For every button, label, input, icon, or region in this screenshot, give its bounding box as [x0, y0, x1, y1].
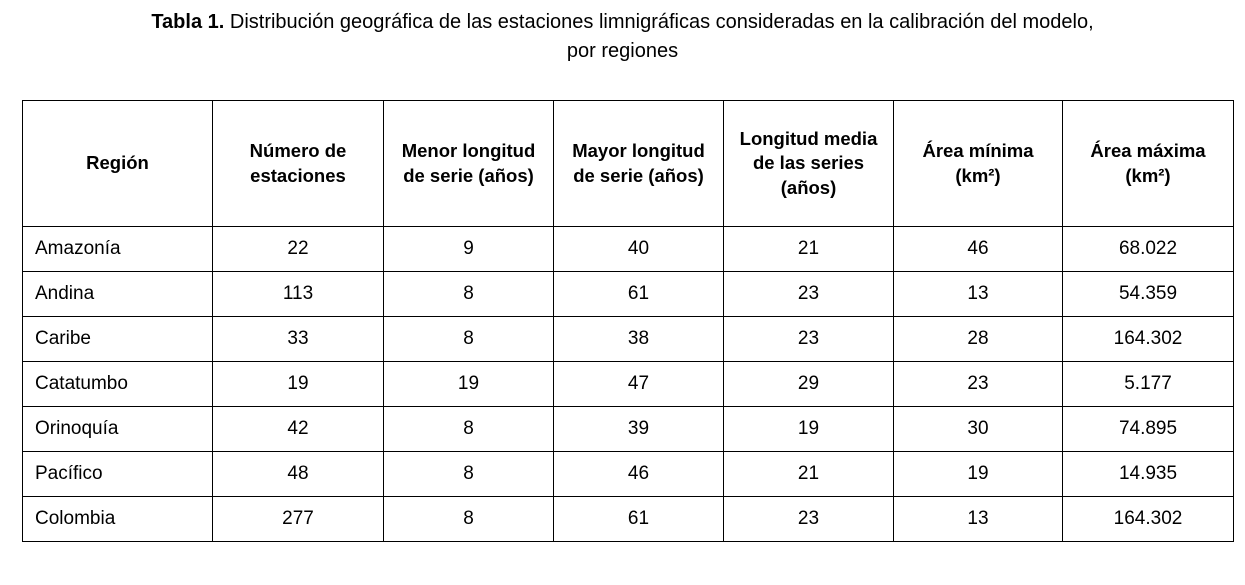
cell-region: Pacífico — [22, 451, 213, 497]
cell-num-estaciones: 22 — [212, 226, 384, 272]
table-caption: Tabla 1. Distribución geográfica de las … — [0, 8, 1245, 66]
cell-num-estaciones: 277 — [212, 496, 384, 542]
cell-num-estaciones: 48 — [212, 451, 384, 497]
cell-menor-longitud: 8 — [383, 271, 554, 317]
cell-area-maxima: 164.302 — [1062, 316, 1234, 362]
cell-mayor-longitud: 46 — [553, 451, 724, 497]
cell-longitud-media: 21 — [723, 451, 894, 497]
cell-area-minima: 30 — [893, 406, 1063, 452]
cell-longitud-media: 21 — [723, 226, 894, 272]
cell-region: Amazonía — [22, 226, 213, 272]
cell-region: Colombia — [22, 496, 213, 542]
cell-area-maxima: 14.935 — [1062, 451, 1234, 497]
cell-area-minima: 46 — [893, 226, 1063, 272]
cell-area-minima: 13 — [893, 496, 1063, 542]
cell-area-maxima: 5.177 — [1062, 361, 1234, 407]
cell-longitud-media: 29 — [723, 361, 894, 407]
table-caption-line2: por regiones — [566, 40, 679, 62]
cell-area-minima: 13 — [893, 271, 1063, 317]
cell-region: Caribe — [22, 316, 213, 362]
table-caption-label: Tabla 1. — [151, 11, 225, 33]
cell-area-maxima: 54.359 — [1062, 271, 1234, 317]
cell-area-maxima: 74.895 — [1062, 406, 1234, 452]
cell-mayor-longitud: 61 — [553, 496, 724, 542]
cell-longitud-media: 19 — [723, 406, 894, 452]
table-row: Orinoquía 42 8 39 19 30 74.895 — [22, 406, 1234, 452]
table-row: Caribe 33 8 38 23 28 164.302 — [22, 316, 1234, 362]
table-caption-line1: Distribución geográfica de las estacione… — [229, 11, 1094, 33]
table-row: Catatumbo 19 19 47 29 23 5.177 — [22, 361, 1234, 407]
cell-longitud-media: 23 — [723, 271, 894, 317]
cell-region: Orinoquía — [22, 406, 213, 452]
cell-menor-longitud: 19 — [383, 361, 554, 407]
cell-num-estaciones: 19 — [212, 361, 384, 407]
cell-region: Catatumbo — [22, 361, 213, 407]
cell-mayor-longitud: 39 — [553, 406, 724, 452]
cell-mayor-longitud: 61 — [553, 271, 724, 317]
column-header-media: Longitud media de las series (años) — [723, 100, 894, 227]
cell-menor-longitud: 8 — [383, 496, 554, 542]
cell-area-maxima: 68.022 — [1062, 226, 1234, 272]
column-header-numero: Número de estaciones — [212, 100, 384, 227]
column-header-area-max: Área máxima (km²) — [1062, 100, 1234, 227]
cell-area-minima: 23 — [893, 361, 1063, 407]
cell-mayor-longitud: 38 — [553, 316, 724, 362]
cell-mayor-longitud: 47 — [553, 361, 724, 407]
table-row: Amazonía 22 9 40 21 46 68.022 — [22, 226, 1234, 272]
cell-longitud-media: 23 — [723, 316, 894, 362]
cell-menor-longitud: 8 — [383, 316, 554, 362]
cell-menor-longitud: 9 — [383, 226, 554, 272]
column-header-area-min: Área mínima (km²) — [893, 100, 1063, 227]
column-header-region: Región — [22, 100, 213, 227]
cell-area-minima: 28 — [893, 316, 1063, 362]
cell-region: Andina — [22, 271, 213, 317]
cell-menor-longitud: 8 — [383, 406, 554, 452]
cell-mayor-longitud: 40 — [553, 226, 724, 272]
cell-num-estaciones: 113 — [212, 271, 384, 317]
cell-longitud-media: 23 — [723, 496, 894, 542]
table-row: Andina 113 8 61 23 13 54.359 — [22, 271, 1234, 317]
cell-area-maxima: 164.302 — [1062, 496, 1234, 542]
column-header-mayor: Mayor longitud de serie (años) — [553, 100, 724, 227]
cell-area-minima: 19 — [893, 451, 1063, 497]
header-row: Región Número de estaciones Menor longit… — [22, 100, 1234, 227]
stations-table: Región Número de estaciones Menor longit… — [22, 100, 1234, 542]
cell-menor-longitud: 8 — [383, 451, 554, 497]
cell-num-estaciones: 33 — [212, 316, 384, 362]
table-row: Pacífico 48 8 46 21 19 14.935 — [22, 451, 1234, 497]
table-row: Colombia 277 8 61 23 13 164.302 — [22, 496, 1234, 542]
cell-num-estaciones: 42 — [212, 406, 384, 452]
column-header-menor: Menor longitud de serie (años) — [383, 100, 554, 227]
